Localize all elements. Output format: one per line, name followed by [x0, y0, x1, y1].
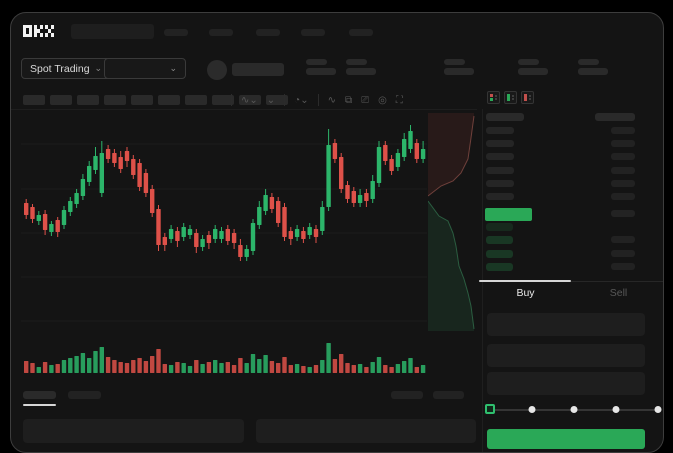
price-input[interactable]	[487, 313, 645, 336]
stat-value-skeleton	[346, 68, 376, 75]
book-cell-skeleton	[611, 210, 635, 217]
ask-price-skeleton[interactable]	[486, 193, 514, 200]
book-view-asks-icon[interactable]	[521, 91, 534, 104]
ask-amount-skeleton	[611, 127, 635, 134]
total-input[interactable]	[487, 372, 645, 395]
bid-amount-skeleton	[611, 262, 635, 270]
last-price-badge[interactable]	[485, 208, 532, 221]
bid-price-skeleton[interactable]	[486, 249, 513, 258]
separator	[284, 94, 286, 106]
chevron-down-icon: ⌄	[94, 63, 103, 73]
timeframe-skeleton[interactable]	[104, 95, 126, 105]
ask-amount-skeleton	[611, 193, 635, 200]
buy-button[interactable]	[487, 429, 645, 449]
slider-stop[interactable]	[528, 406, 536, 413]
ask-price-skeleton[interactable]	[486, 153, 514, 161]
ask-price-skeleton[interactable]	[486, 140, 514, 148]
book-header-skeleton	[486, 113, 524, 121]
timeframe-skeleton[interactable]	[158, 95, 180, 105]
compare-icon[interactable]: ⧉	[344, 94, 353, 106]
ask-price-skeleton[interactable]	[486, 166, 514, 174]
orderbook-panel: Buy Sell	[479, 13, 663, 452]
active-tab-underline	[23, 404, 56, 406]
settings-icon[interactable]: ◎	[378, 94, 387, 106]
stat-label-skeleton	[444, 59, 465, 65]
nav-item-skeleton[interactable]	[164, 29, 188, 36]
tab-buy[interactable]: Buy	[516, 287, 535, 299]
wave-icon[interactable]: ∿	[327, 94, 336, 106]
depth-profile	[428, 113, 475, 331]
divider	[479, 281, 663, 282]
bid-amount-skeleton	[611, 236, 635, 244]
candlestick-chart[interactable]	[21, 111, 427, 377]
fullscreen-icon[interactable]: ⛶	[395, 94, 403, 106]
timeframe-skeleton[interactable]	[77, 95, 99, 105]
ask-amount-skeleton	[611, 153, 635, 161]
chart-tool-icons: ∿⌄ ⌄ ◔⌄ ∿ ⧉ ⎚ ◎ ⛶	[231, 93, 403, 107]
orders-tab-skeleton[interactable]	[68, 391, 101, 399]
timeframe-skeleton[interactable]	[239, 95, 261, 105]
pair-dropdown[interactable]: ⌄	[104, 58, 186, 79]
buy-tab-underline	[479, 280, 571, 282]
book-view-bids-icon[interactable]	[504, 91, 517, 104]
orders-action-skeleton[interactable]	[391, 391, 423, 399]
timeframe-skeleton[interactable]	[185, 95, 207, 105]
bid-price-skeleton[interactable]	[486, 236, 513, 245]
nav-item-skeleton[interactable]	[301, 29, 325, 36]
indicator-line-icon[interactable]: ∿⌄	[241, 94, 258, 106]
chevron-down-icon[interactable]: ⌄	[266, 94, 276, 106]
bid-price-skeleton[interactable]	[486, 223, 513, 231]
undo-redo-icon[interactable]: ◔⌄	[294, 94, 309, 106]
orders-action-skeleton[interactable]	[433, 391, 464, 399]
ask-amount-skeleton	[611, 140, 635, 148]
timeframe-skeleton[interactable]	[23, 95, 45, 105]
slider-stop[interactable]	[612, 406, 620, 413]
book-view-combined-icon[interactable]	[487, 91, 500, 104]
coin-avatar	[207, 60, 227, 80]
tab-sell[interactable]: Sell	[609, 287, 628, 299]
timeframe-skeleton[interactable]	[50, 95, 72, 105]
stat-value-skeleton	[306, 68, 336, 75]
stat-label-skeleton	[578, 59, 599, 65]
stat-label-skeleton	[518, 59, 539, 65]
ask-price-skeleton[interactable]	[486, 127, 514, 134]
bid-price-skeleton[interactable]	[486, 262, 513, 271]
stat-value-skeleton	[578, 68, 608, 75]
amount-slider[interactable]	[485, 404, 662, 414]
stat-label-skeleton	[346, 59, 367, 65]
nav-item-skeleton[interactable]	[209, 29, 233, 36]
trading-mode-selector[interactable]: Spot Trading ⌄	[21, 58, 112, 79]
stat-value-skeleton	[518, 68, 548, 75]
nav-item-skeleton[interactable]	[256, 29, 280, 36]
orders-tab-active-skeleton[interactable]	[23, 391, 56, 399]
separator	[317, 94, 319, 106]
app-window: Spot Trading ⌄ ⌄ ∿⌄ ⌄ ◔⌄ ∿ ⧉ ⎚ ◎ ⛶	[10, 12, 664, 453]
chevron-down-icon: ⌄	[169, 63, 177, 73]
ask-amount-skeleton	[611, 179, 635, 187]
stat-value-skeleton	[444, 68, 474, 75]
nav-item-skeleton[interactable]	[349, 29, 373, 36]
camera-icon[interactable]: ⎚	[361, 94, 370, 106]
ask-amount-skeleton	[611, 166, 635, 174]
timeframe-skeleton[interactable]	[131, 95, 153, 105]
pair-name-skeleton	[232, 63, 284, 76]
stat-label-skeleton	[306, 59, 327, 65]
bid-amount-skeleton	[611, 249, 635, 257]
separator	[231, 94, 232, 106]
divider	[11, 109, 477, 110]
orders-table-skeleton	[256, 419, 476, 443]
trading-mode-label: Spot Trading	[30, 62, 90, 75]
slider-stop[interactable]	[654, 406, 662, 413]
okx-logo[interactable]	[23, 25, 54, 37]
amount-input[interactable]	[487, 344, 645, 367]
ask-price-skeleton[interactable]	[486, 179, 514, 187]
timeframe-skeleton[interactable]	[212, 95, 234, 105]
orders-table-skeleton	[23, 419, 244, 443]
search-skeleton[interactable]	[71, 24, 154, 39]
slider-stop[interactable]	[570, 406, 578, 413]
timeframe-skeleton[interactable]	[266, 95, 288, 105]
slider-handle[interactable]	[485, 404, 495, 414]
book-header-skeleton	[595, 113, 635, 121]
